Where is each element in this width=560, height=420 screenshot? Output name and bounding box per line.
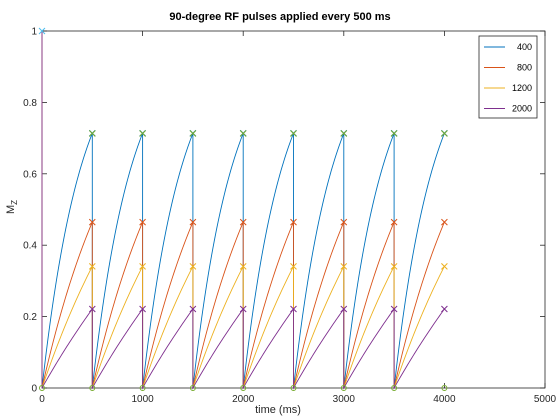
series-2000-peak-marker — [390, 305, 398, 313]
x-tick-label: 5000 — [534, 394, 557, 405]
series-800-peak-marker — [441, 218, 448, 226]
top-peak-marker — [390, 130, 398, 137]
y-axis-label-sub: Z — [10, 200, 19, 205]
plot-area: 0 1000 2000 3000 4000 5000 0 0.2 0.4 0.6 0.8 1 — [23, 27, 556, 406]
series-2000-peak-marker — [441, 305, 448, 313]
top-peak-marker — [340, 130, 348, 137]
series-800-peak-marker — [340, 218, 348, 226]
legend-box — [478, 35, 538, 119]
zero-circle-marker — [139, 385, 146, 391]
y-axis-label-group: MZ — [5, 200, 19, 214]
x-axis-label: time (ms) — [255, 404, 301, 416]
series-2000-peak-marker — [189, 305, 197, 313]
series-2000-peak-marker — [340, 305, 348, 313]
series-1200-peak-marker — [239, 262, 247, 270]
top-peak-marker — [239, 130, 247, 137]
x-tick-label: 2000 — [232, 394, 255, 405]
zero-circle-marker — [240, 385, 247, 391]
y-tick-label: 1 — [31, 27, 37, 38]
x-tick-label: 0 — [39, 394, 45, 405]
chart-title: 90-degree RF pulses applied every 500 ms — [169, 11, 390, 23]
initial-marker — [38, 27, 46, 35]
legend-label-1200: 1200 — [512, 83, 532, 93]
series-800-peak-marker — [139, 218, 146, 226]
zero-circle-marker — [290, 385, 297, 391]
series-1200-peak-marker — [88, 262, 96, 270]
x-tick-label: 1000 — [131, 394, 154, 405]
series-2000-peak-marker — [290, 305, 297, 313]
top-peak-marker — [88, 130, 96, 137]
y-tick-label: 0.8 — [23, 98, 37, 109]
y-tick-label: 0 — [31, 384, 37, 395]
x-tick-label: 4000 — [433, 394, 456, 405]
y-axis-label: MZ — [5, 200, 19, 214]
series-1200-peak-marker — [441, 262, 448, 270]
series-2000-line — [41, 307, 445, 390]
zero-circle-marker — [189, 385, 196, 391]
zero-circle-marker — [391, 385, 398, 391]
series-800-peak-marker — [290, 218, 297, 226]
y-tick-label: 0.2 — [23, 312, 37, 323]
top-peak-marker — [139, 130, 146, 137]
legend-label-800: 800 — [517, 63, 532, 73]
series-2000-peak-marker — [88, 305, 96, 313]
series-1200-peak-marker — [340, 262, 348, 270]
zero-circle-marker — [39, 385, 45, 391]
series-800-peak-marker — [88, 218, 96, 226]
series-1200-peak-marker — [390, 262, 398, 270]
series-2000-peak-marker — [139, 305, 146, 313]
top-peak-marker — [441, 130, 448, 137]
series-2000-peak-marker — [239, 305, 247, 313]
series-1200-peak-marker — [290, 262, 297, 270]
legend-label-2000: 2000 — [512, 104, 532, 114]
series-800-peak-marker — [239, 218, 247, 226]
top-peak-marker — [189, 130, 197, 137]
series-1200-peak-marker — [189, 262, 197, 270]
series-800-peak-marker — [189, 218, 197, 226]
x-tick-label: 3000 — [333, 394, 356, 405]
legend: 400 800 1200 2000 — [478, 35, 538, 119]
zero-circle-marker — [441, 385, 448, 391]
top-peak-marker — [290, 130, 297, 137]
y-axis-label-main: M — [5, 205, 17, 214]
legend-label-400: 400 — [517, 42, 532, 52]
zero-circle-marker — [89, 385, 96, 391]
y-tick-label: 0.6 — [23, 169, 37, 180]
series-1200-peak-marker — [139, 262, 146, 270]
y-tick-label: 0.4 — [23, 241, 37, 252]
series-800-peak-marker — [390, 218, 398, 226]
zero-circle-marker — [340, 385, 347, 391]
